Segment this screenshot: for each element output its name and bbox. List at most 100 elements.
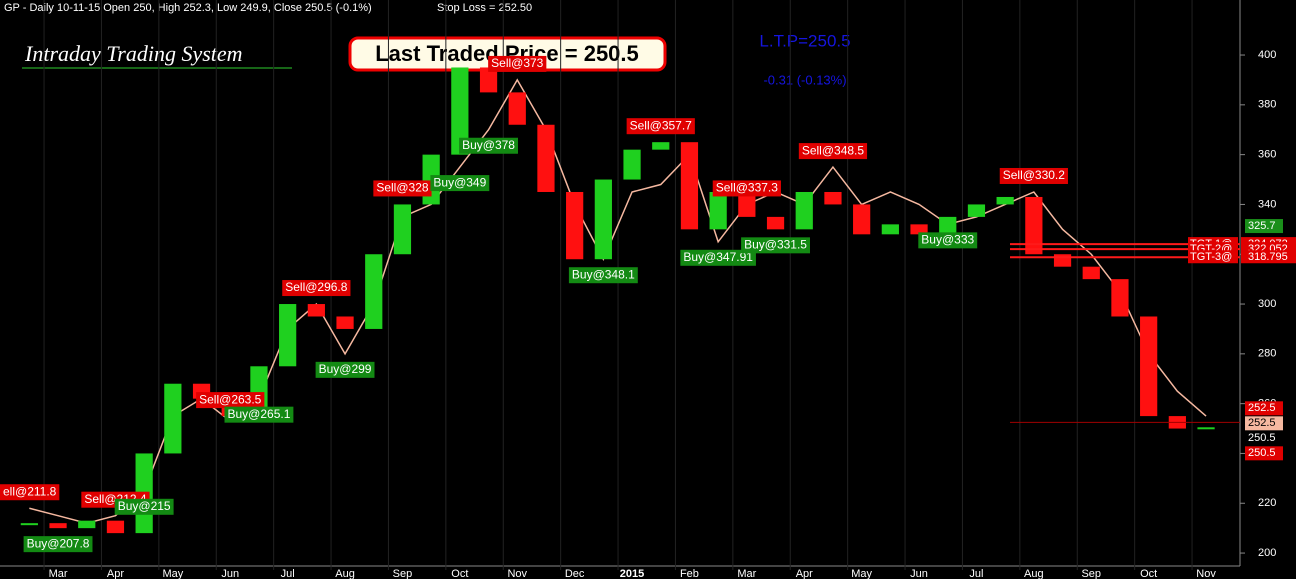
buy-label-box (680, 249, 756, 266)
x-tick-label: Dec (565, 568, 585, 579)
buy-label-box (741, 237, 810, 254)
buy-label: Buy@333 (921, 233, 974, 247)
candle (853, 204, 871, 235)
target-value: 318.795 (1248, 251, 1288, 263)
sell-label-box (196, 392, 265, 409)
buy-label-box (918, 232, 978, 249)
candle (1082, 266, 1100, 280)
sell-label: Sell@357.7 (630, 118, 693, 132)
x-tick-label: Apr (107, 568, 124, 579)
candle (537, 124, 555, 192)
candle (566, 191, 584, 260)
candle (279, 304, 297, 367)
target-label-box (1188, 250, 1238, 264)
candle (939, 216, 957, 235)
buy-label: Buy@349 (433, 175, 486, 189)
candle (365, 254, 383, 329)
price-marker: 325.7 (1248, 220, 1276, 232)
x-tick-label: Apr (796, 568, 813, 579)
y-tick-label: 400 (1258, 49, 1276, 61)
x-tick-label: Oct (451, 568, 468, 579)
price-marker: 252.5 (1248, 417, 1276, 429)
x-tick-label: Aug (335, 568, 355, 579)
sell-label-box (712, 180, 781, 197)
candle (451, 67, 469, 155)
price-marker-box (1245, 401, 1283, 416)
x-tick-label: Mar (49, 568, 68, 579)
y-tick-label: 300 (1258, 298, 1276, 310)
sell-label-box (488, 55, 547, 72)
sell-label: Sell@337.3 (716, 181, 779, 195)
buy-label: Buy@265.1 (228, 407, 291, 421)
header-info: GP - Daily 10-11-15 Open 250, High 252.3… (4, 2, 372, 14)
x-tick-label: 2015 (620, 568, 644, 579)
buy-label-box (224, 406, 294, 423)
candle (1197, 427, 1215, 430)
buy-label: Buy@348.1 (572, 267, 635, 281)
price-marker-box (1245, 416, 1283, 431)
target-label: TGT-3@ (1190, 251, 1232, 263)
candle (709, 191, 727, 230)
sell-label-box (999, 167, 1068, 184)
candle (766, 216, 785, 230)
candle (881, 224, 899, 235)
buy-label: Buy@347.91 (683, 250, 753, 264)
x-tick-label: Sep (1081, 568, 1101, 579)
buy-label-box (459, 137, 518, 154)
target-value-box (1241, 250, 1296, 264)
candle (307, 304, 325, 317)
x-tick-label: Jun (910, 568, 928, 579)
sell-label-box (0, 484, 60, 501)
y-tick-label: 220 (1258, 497, 1276, 509)
sell-label: Sell@296.8 (285, 280, 348, 294)
y-tick-label: 200 (1258, 547, 1276, 559)
buy-label-box (114, 498, 174, 515)
candle (20, 523, 38, 526)
candle (49, 523, 67, 529)
candle (106, 520, 125, 534)
x-tick-label: Sep (393, 568, 413, 579)
candle (508, 92, 526, 125)
candle (623, 149, 641, 180)
price-marker: 252.5 (1248, 402, 1276, 414)
x-tick-label: May (162, 568, 183, 579)
buy-label-box (568, 267, 638, 284)
price-marker-box (1245, 446, 1283, 461)
candle (1053, 254, 1072, 267)
change: -0.31 (-0.13%) (763, 72, 846, 87)
y-tick-label: 380 (1258, 99, 1276, 111)
buy-label: Buy@207.8 (27, 536, 90, 550)
price-marker: 250.5 (1248, 447, 1276, 459)
candle (1111, 279, 1129, 317)
y-tick-label: 360 (1258, 149, 1276, 161)
candle (78, 520, 96, 529)
sell-label: Sell@330.2 (1003, 168, 1066, 182)
candle (336, 316, 354, 329)
buy-label: Buy@215 (118, 499, 171, 513)
x-tick-label: May (851, 568, 872, 579)
sell-label: Sell@263.5 (199, 392, 262, 406)
candle (479, 67, 498, 93)
x-tick-label: Mar (737, 568, 756, 579)
price-marker-box (1245, 431, 1283, 446)
candle (393, 204, 412, 255)
candle (652, 142, 670, 150)
buy-label-box (430, 175, 490, 192)
buy-label: Buy@299 (319, 362, 372, 376)
candle (680, 142, 699, 230)
sell-label-box (282, 280, 351, 297)
sell-label-box (373, 180, 432, 197)
candle (738, 191, 756, 217)
x-tick-label: Aug (1024, 568, 1044, 579)
candle (824, 191, 842, 205)
buy-label-box (23, 536, 93, 553)
y-tick-label: 340 (1258, 198, 1276, 210)
x-tick-label: Feb (680, 568, 699, 579)
x-tick-label: Jul (281, 568, 295, 579)
buy-label: Buy@378 (462, 138, 515, 152)
y-tick-label: 280 (1258, 348, 1276, 360)
price-marker: 250.5 (1248, 432, 1276, 444)
